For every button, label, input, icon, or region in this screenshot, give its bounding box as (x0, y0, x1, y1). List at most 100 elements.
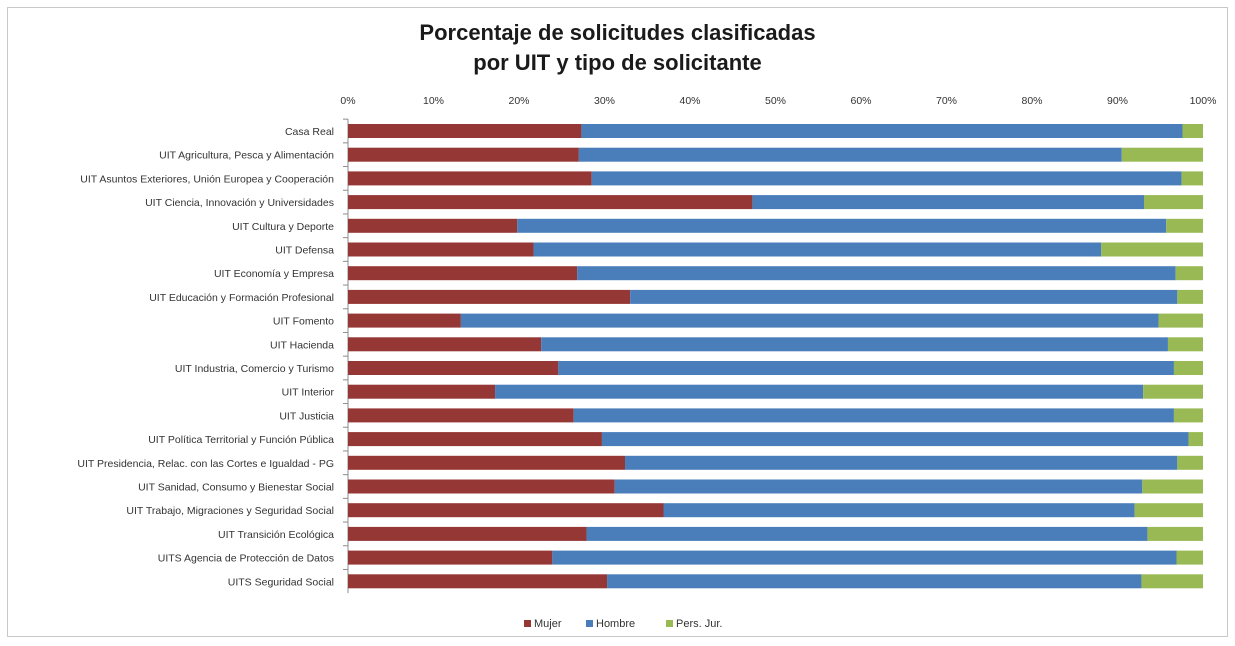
bar-mujer (348, 147, 579, 162)
x-tick-label: 70% (936, 95, 957, 107)
bar-pers-jur (1177, 455, 1203, 470)
category-label: UIT Política Territorial y Función Públi… (148, 434, 334, 446)
x-tick-label: 80% (1021, 95, 1042, 107)
category-label: UIT Industria, Comercio y Turismo (175, 363, 334, 375)
bar-pers-jur (1158, 313, 1203, 328)
x-tick-label: 10% (423, 95, 444, 107)
bar-hombre (630, 289, 1178, 304)
bar-mujer (348, 384, 496, 399)
bar-mujer (348, 574, 608, 589)
category-label: UIT Asuntos Exteriores, Unión Europea y … (80, 173, 334, 185)
bar-mujer (348, 337, 542, 352)
bar-mujer (348, 124, 582, 138)
bar-pers-jur (1176, 550, 1203, 565)
bar-mujer (348, 550, 553, 565)
category-label: UIT Interior (282, 387, 335, 399)
bar-hombre (591, 171, 1182, 186)
bar-hombre (495, 384, 1144, 399)
bar-hombre (663, 503, 1135, 518)
category-label: UIT Transición Ecológica (218, 529, 334, 541)
category-label: UIT Cultura y Deporte (232, 221, 334, 233)
category-label: UIT Justicia (279, 410, 334, 422)
bar-hombre (578, 147, 1122, 162)
bar-pers-jur (1182, 124, 1203, 138)
bar-mujer (348, 218, 518, 233)
bar-pers-jur (1177, 289, 1203, 304)
legend-swatch (524, 620, 531, 627)
chart-title-line-1: Porcentaje de solicitudes clasificadas (419, 20, 816, 45)
bar-mujer (348, 526, 587, 541)
bar-pers-jur (1101, 242, 1203, 257)
bar-mujer (348, 313, 461, 328)
bar-hombre (517, 218, 1167, 233)
category-label: Casa Real (285, 126, 334, 138)
bar-hombre (601, 432, 1189, 447)
legend-label: Hombre (596, 618, 635, 630)
bar-mujer (348, 432, 602, 447)
bar-mujer (348, 408, 574, 423)
bar-pers-jur (1147, 526, 1203, 541)
category-label: UIT Ciencia, Innovación y Universidades (145, 197, 334, 209)
x-tick-label: 20% (508, 95, 529, 107)
bar-pers-jur (1121, 147, 1203, 162)
x-tick-label: 40% (679, 95, 700, 107)
category-label: UITS Agencia de Protección de Datos (158, 553, 334, 565)
x-tick-label: 30% (594, 95, 615, 107)
category-label: UIT Fomento (273, 316, 334, 328)
bar-hombre (541, 337, 1168, 352)
bar-mujer (348, 503, 664, 518)
bar-hombre (573, 408, 1174, 423)
bar-mujer (348, 361, 559, 375)
bar-hombre (752, 195, 1145, 210)
bar-hombre (581, 124, 1183, 138)
bar-pers-jur (1181, 171, 1203, 186)
bar-pers-jur (1143, 384, 1203, 399)
bar-pers-jur (1167, 337, 1203, 352)
bar-hombre (586, 526, 1148, 541)
x-tick-label: 50% (765, 95, 786, 107)
legend-label: Mujer (534, 618, 562, 630)
x-tick-label: 0% (340, 95, 355, 107)
category-label: UIT Defensa (275, 245, 334, 257)
bar-mujer (348, 479, 615, 494)
x-tick-label: 100% (1190, 95, 1217, 107)
bar-mujer (348, 171, 592, 186)
legend-label: Pers. Jur. (676, 618, 722, 630)
bar-pers-jur (1173, 361, 1203, 375)
bar-mujer (348, 289, 631, 304)
x-tick-label: 60% (850, 95, 871, 107)
category-label: UITS Seguridad Social (228, 576, 334, 588)
category-label: UIT Agricultura, Pesca y Alimentación (159, 150, 334, 162)
bar-hombre (460, 313, 1159, 328)
bar-pers-jur (1144, 195, 1203, 210)
bar-pers-jur (1141, 574, 1203, 589)
bar-pers-jur (1134, 503, 1203, 518)
category-label: UIT Educación y Formación Profesional (149, 292, 334, 304)
legend-swatch (586, 620, 593, 627)
bar-pers-jur (1173, 408, 1203, 423)
bar-mujer (348, 266, 578, 281)
bar-pers-jur (1175, 266, 1203, 281)
bar-mujer (348, 195, 753, 210)
legend-swatch (666, 620, 673, 627)
category-label: UIT Hacienda (270, 339, 334, 351)
bar-pers-jur (1166, 218, 1203, 233)
bar-hombre (552, 550, 1177, 565)
category-label: UIT Economía y Empresa (214, 268, 334, 280)
bar-hombre (614, 479, 1143, 494)
bar-hombre (558, 361, 1174, 375)
bar-pers-jur (1142, 479, 1203, 494)
bar-mujer (348, 455, 626, 470)
bar-mujer (348, 242, 534, 257)
category-label: UIT Presidencia, Relac. con las Cortes e… (77, 458, 334, 470)
category-label: UIT Sanidad, Consumo y Bienestar Social (138, 482, 334, 494)
x-tick-label: 90% (1107, 95, 1128, 107)
bar-hombre (577, 266, 1176, 281)
bar-pers-jur (1188, 432, 1203, 447)
bar-hombre (607, 574, 1142, 589)
bar-hombre (625, 455, 1178, 470)
chart-title-line-2: por UIT y tipo de solicitante (473, 50, 762, 75)
bar-hombre (533, 242, 1102, 257)
category-label: UIT Trabajo, Migraciones y Seguridad Soc… (126, 505, 334, 517)
